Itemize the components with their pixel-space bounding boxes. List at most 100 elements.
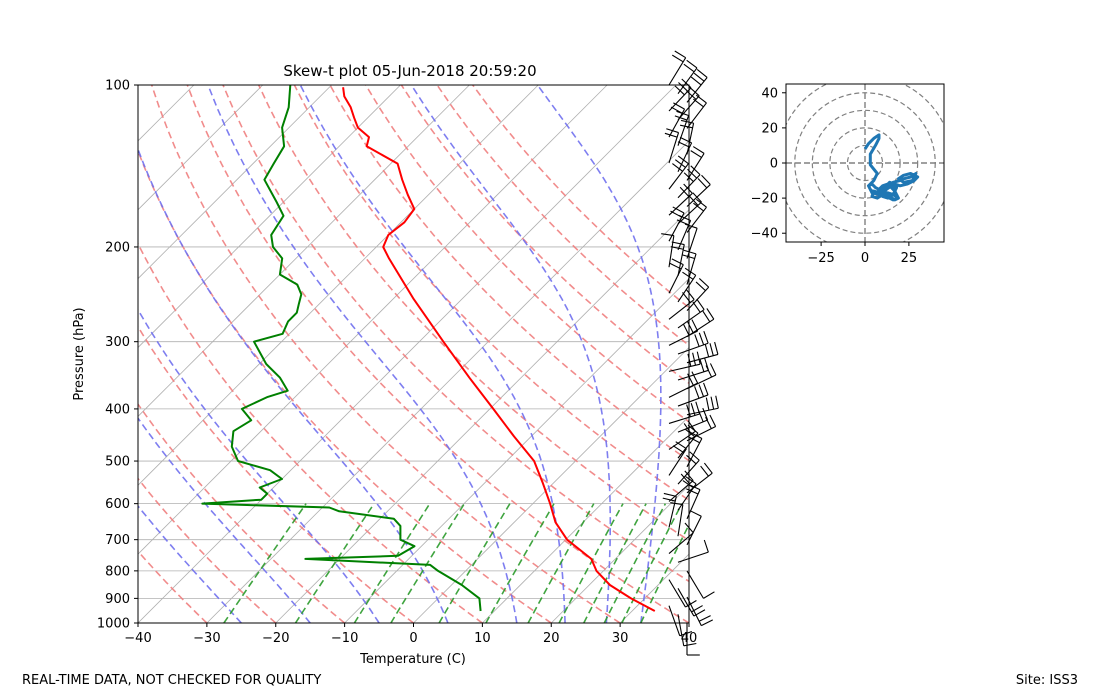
dry-adiabat <box>365 85 689 423</box>
wind-barb <box>677 59 698 95</box>
wind-barb <box>668 50 687 86</box>
isotherm <box>138 85 608 555</box>
mixing-ratio-line <box>438 503 511 623</box>
wind-barb <box>686 341 719 364</box>
mixing-ratio-line <box>583 503 647 623</box>
isotherm <box>275 209 689 623</box>
temperature-profile <box>342 87 656 612</box>
isotherm <box>0 85 56 623</box>
wind-barb <box>668 289 695 320</box>
dry-adiabat <box>400 85 689 385</box>
mixing-ratio-line <box>353 503 431 623</box>
chart-title: Skew-t plot 05-Jun-2018 20:59:20 <box>283 62 536 80</box>
dry-adiabat <box>186 85 689 623</box>
wind-barb <box>668 420 696 450</box>
hodograph-x-tick-label: −25 <box>807 251 834 266</box>
moist-adiabat <box>207 85 518 623</box>
hodograph-grid <box>786 84 944 242</box>
moist-adiabat <box>138 416 311 623</box>
mixing-ratio-line <box>485 503 555 623</box>
wind-barb <box>686 395 719 416</box>
y-axis-label: Pressure (hPa) <box>72 307 87 400</box>
x-tick-label: 40 <box>681 631 698 646</box>
wind-barb <box>679 119 695 155</box>
hodograph-y-tick-label: −40 <box>751 227 778 242</box>
wind-barb <box>662 492 677 528</box>
hodograph-ring <box>829 127 901 199</box>
wind-barb <box>677 357 710 381</box>
x-tick-label: −20 <box>262 631 289 646</box>
dry-adiabat <box>138 477 277 623</box>
wind-barb <box>677 298 705 329</box>
hodograph-ring <box>846 144 884 182</box>
dry-adiabat <box>138 148 552 623</box>
y-tick-label: 200 <box>105 240 130 255</box>
mixing-ratio-line <box>223 503 307 623</box>
x-tick-label: −40 <box>124 631 151 646</box>
skew-t-plot-area <box>137 84 690 624</box>
isotherm <box>413 346 689 623</box>
wind-barb <box>686 278 710 311</box>
y-tick-label: 700 <box>105 533 130 548</box>
wind-barb <box>677 588 706 617</box>
wind-barb <box>670 241 685 277</box>
wind-barb <box>686 623 700 656</box>
isotherm <box>688 622 689 623</box>
hodograph-axes: −25 0 25 40 20 0 −20 −40 <box>751 86 918 266</box>
wind-barb <box>686 69 708 103</box>
isotherm <box>344 278 689 623</box>
wind-barb <box>668 258 684 294</box>
y-tick-label: 1000 <box>97 617 130 632</box>
wind-barb <box>668 155 689 190</box>
isotherm <box>138 85 264 211</box>
dry-adiabat <box>138 402 346 623</box>
wind-barb <box>668 351 701 372</box>
skew-t-gridlines <box>0 85 689 623</box>
hodograph-y-tick-label: 0 <box>770 157 778 172</box>
mixing-ratio-line <box>603 503 667 623</box>
moist-adiabat <box>138 147 449 623</box>
wind-barb <box>686 308 715 338</box>
wind-barb <box>668 470 694 502</box>
hodograph-x-tick-label: 0 <box>861 251 869 266</box>
dry-adiabat <box>138 325 414 623</box>
wind-barb <box>686 414 717 442</box>
x-tick-label: 10 <box>474 631 491 646</box>
quality-disclaimer: REAL-TIME DATA, NOT CHECKED FOR QUALITY <box>22 673 322 688</box>
wind-barb <box>677 330 709 355</box>
x-tick-label: −30 <box>193 631 220 646</box>
isotherm <box>138 85 677 623</box>
wind-barb <box>686 94 707 129</box>
wind-barb <box>668 522 694 554</box>
hodograph-trace <box>863 133 920 202</box>
hodograph-y-tick-label: 40 <box>761 86 778 101</box>
wind-barb <box>668 441 687 476</box>
hodograph: −25 0 25 40 20 0 −20 −40 <box>751 83 945 266</box>
mixing-ratio-line <box>390 503 466 623</box>
wind-barb <box>677 267 697 303</box>
dry-adiabat <box>222 85 689 583</box>
skew-t-profiles <box>201 85 656 612</box>
wind-barb <box>677 382 709 407</box>
x-tick-label: 20 <box>543 631 560 646</box>
wind-barb <box>668 183 693 216</box>
hodograph-x-tick-label: 25 <box>901 251 918 266</box>
site-label: Site: ISS3 <box>1015 673 1078 688</box>
isotherm <box>619 553 689 623</box>
y-tick-label: 100 <box>105 79 130 94</box>
hodograph-line <box>863 133 920 202</box>
wind-barbs <box>661 50 719 656</box>
wind-barb <box>677 614 697 647</box>
x-tick-label: −10 <box>331 631 358 646</box>
wind-barb <box>668 605 693 637</box>
wind-barb <box>686 483 701 520</box>
hodograph-ring <box>811 109 919 217</box>
x-tick-label: 30 <box>612 631 629 646</box>
wind-barb <box>677 539 709 563</box>
isotherm <box>482 415 689 623</box>
moist-adiabat <box>138 308 380 623</box>
hodograph-y-tick-label: 20 <box>761 121 778 136</box>
x-axis-label: Temperature (C) <box>359 652 466 667</box>
y-axis: 1000 900 800 700 600 500 400 300 200 100 <box>97 79 138 632</box>
